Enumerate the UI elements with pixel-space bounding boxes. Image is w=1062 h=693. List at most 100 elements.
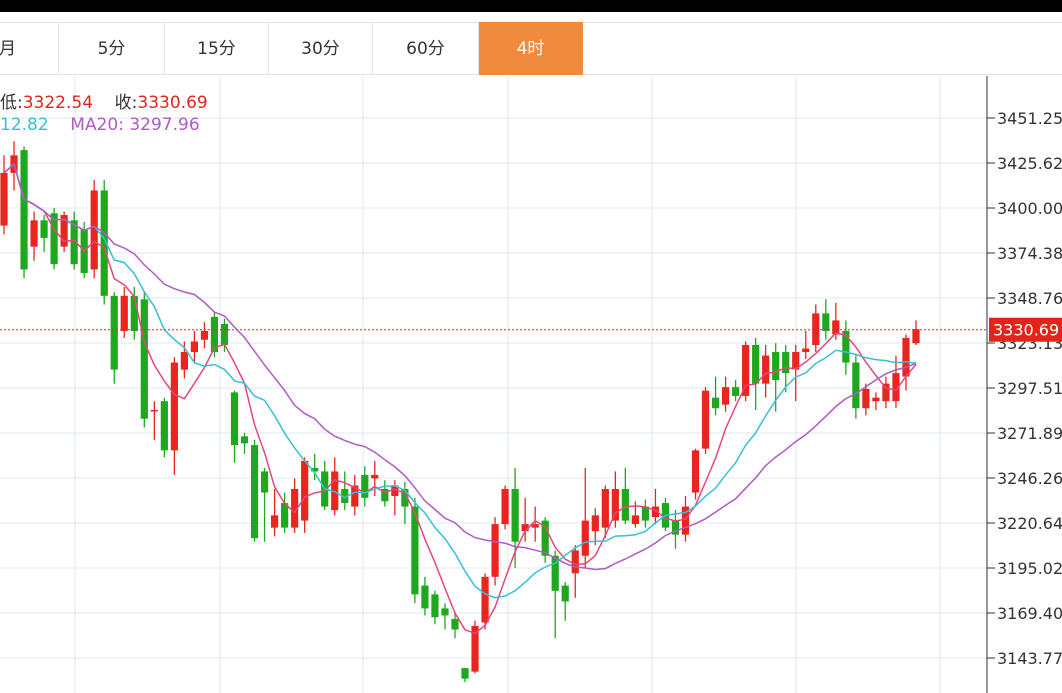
candle-body <box>150 409 158 412</box>
ma20-value: 3297.96 <box>129 115 200 135</box>
tab-60min[interactable]: 60分 <box>373 22 479 75</box>
candle-body <box>220 323 229 345</box>
tab-30min[interactable]: 30分 <box>269 22 373 75</box>
candle-body <box>882 383 890 402</box>
y-axis-tick-label: 3297.51 <box>997 379 1062 398</box>
y-axis-tick-label: 3348.76 <box>997 289 1062 308</box>
y-axis-tick-label: 3169.40 <box>997 604 1062 623</box>
candle-body <box>812 313 820 345</box>
candle-body <box>301 460 309 521</box>
candle-body <box>631 515 639 525</box>
candle-body <box>70 220 78 265</box>
candle-body <box>772 352 780 381</box>
candle-body <box>381 488 389 502</box>
close-value: 3330.69 <box>137 93 208 113</box>
tab-15min[interactable]: 15分 <box>165 22 269 75</box>
candle-body <box>681 506 690 535</box>
ma-slow-line <box>3 162 917 571</box>
candle-body <box>701 390 710 449</box>
candle-body <box>511 488 519 542</box>
candle-body <box>451 618 459 630</box>
candle-body <box>170 362 178 451</box>
y-axis-tick-label: 3400.00 <box>997 199 1062 218</box>
candle-body <box>281 503 289 528</box>
candle-body <box>551 555 559 591</box>
candle-body <box>140 299 148 419</box>
candle-body <box>541 520 549 556</box>
ohlc-readout: 低:3322.54 收:3330.69 <box>0 88 208 113</box>
candle-body <box>822 313 830 331</box>
candle-body <box>501 488 509 525</box>
candle-body <box>20 150 28 270</box>
candle-body <box>200 330 209 340</box>
candle-body <box>441 608 449 616</box>
candle-body <box>611 488 619 521</box>
ma-fast-line <box>3 162 917 635</box>
current-price-label: 3330.69 <box>993 321 1059 340</box>
ma20-label: MA20: <box>70 115 124 135</box>
candle-body <box>531 524 539 528</box>
ma-mid-line <box>3 162 917 599</box>
candle-body <box>912 329 920 344</box>
candle-body <box>571 550 579 574</box>
candle-body <box>50 213 58 265</box>
candle-body <box>0 172 8 226</box>
candle-body <box>30 220 38 247</box>
candle-body <box>601 488 609 528</box>
tab-month[interactable]: 月 <box>0 22 59 75</box>
candle-body <box>270 515 279 528</box>
y-axis-tick-label: 3271.89 <box>997 424 1062 443</box>
candle-body <box>291 488 299 528</box>
candle-body <box>581 520 589 556</box>
ma-partial-value: 12.82 <box>0 115 49 135</box>
candle-body <box>391 485 399 497</box>
y-axis-tick-label: 3246.26 <box>997 469 1062 488</box>
candle-body <box>671 520 680 535</box>
candle-body <box>421 585 429 609</box>
candle-body <box>842 330 850 363</box>
candle-body <box>832 320 840 335</box>
close-label: 收: <box>114 93 138 113</box>
candle-body <box>100 190 108 296</box>
candle-body <box>591 515 599 532</box>
y-axis-tick-label: 3425.62 <box>997 154 1062 173</box>
candle-body <box>691 450 700 493</box>
candle-body <box>411 506 419 595</box>
candle-body <box>160 401 168 451</box>
tab-5min[interactable]: 5分 <box>59 22 165 75</box>
candle-body <box>240 436 249 444</box>
tab-4hour[interactable]: 4时 <box>479 22 583 75</box>
candle-body <box>711 397 720 409</box>
candle-body <box>641 506 650 521</box>
ma-readout: 12.82 MA20: 3297.96 <box>0 115 200 135</box>
y-axis-tick-label: 3220.64 <box>997 514 1062 533</box>
candle-body <box>60 215 68 247</box>
top-black-bar <box>0 0 1062 12</box>
candle-body <box>401 488 409 507</box>
candle-body <box>190 341 199 353</box>
low-value: 3322.54 <box>22 93 94 113</box>
candle-body <box>862 388 870 409</box>
candle-body <box>852 362 860 409</box>
candle-body <box>621 488 629 521</box>
candle-body <box>802 348 810 353</box>
candle-body <box>371 474 379 479</box>
candle-body <box>120 295 128 331</box>
candle-body <box>250 445 259 539</box>
candle-body <box>90 190 98 270</box>
y-axis-tick-label: 3195.02 <box>997 559 1062 578</box>
candle-body <box>892 373 900 402</box>
candle-body <box>461 668 469 679</box>
current-price-badge <box>989 317 1062 342</box>
candle-body <box>230 392 239 446</box>
candle-body <box>260 471 269 493</box>
candle-body <box>130 295 138 331</box>
candle-body <box>351 485 359 507</box>
period-tabs: 月 5分 15分 30分 60分 4时 <box>0 22 1062 76</box>
candle-body <box>311 467 319 472</box>
candle-body <box>40 220 48 238</box>
tabs-filler <box>583 22 1062 75</box>
candle-body <box>721 387 730 405</box>
candle-body <box>651 506 660 518</box>
candle-body <box>742 344 750 396</box>
